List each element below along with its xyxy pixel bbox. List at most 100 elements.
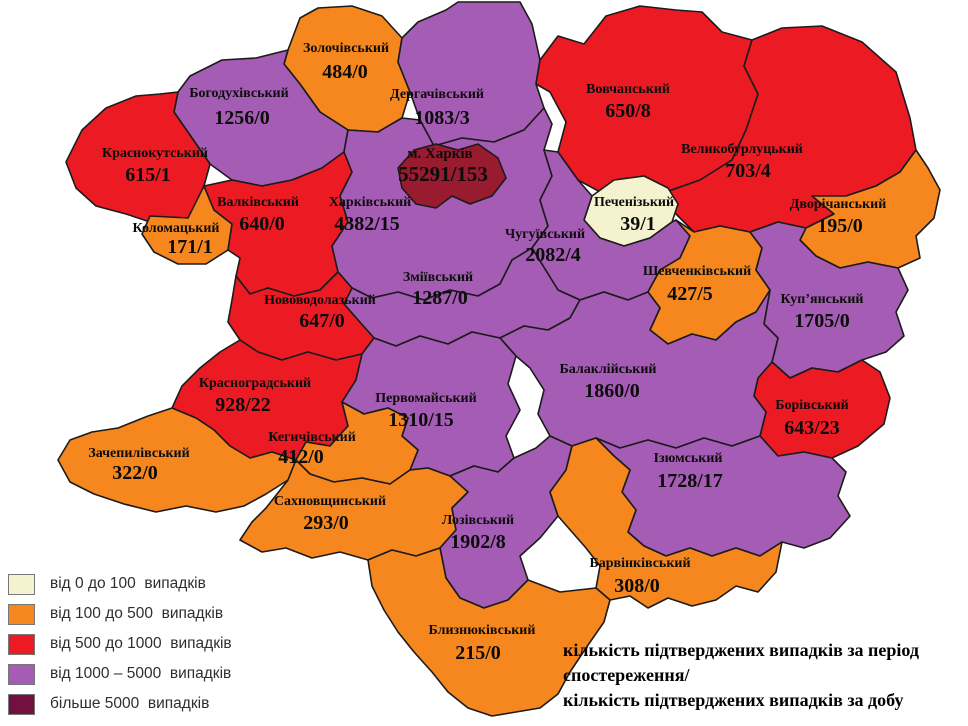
district-value: 427/5 bbox=[667, 283, 713, 305]
district-value: 195/0 bbox=[817, 215, 863, 237]
legend: від 0 до 100 випадків від 100 до 500 випа… bbox=[8, 573, 232, 715]
district-shape-balakliiskyi bbox=[499, 289, 779, 449]
district-value: 412/0 bbox=[278, 446, 324, 468]
district-name: Кегичівський bbox=[268, 430, 356, 445]
district-name: Борівський bbox=[775, 398, 848, 413]
district-value: 1705/0 bbox=[794, 310, 850, 332]
district-name: Красноградський bbox=[199, 376, 311, 391]
district-label-iziumskyi: Ізюмський 1728/17 bbox=[654, 451, 723, 492]
district-name: Ізюмський bbox=[654, 451, 723, 466]
legend-label: від 500 до 1000 випадків bbox=[50, 635, 232, 652]
legend-swatch-5000+ bbox=[8, 693, 35, 715]
district-label-valkivskyi: Валківський 640/0 bbox=[217, 195, 299, 235]
district-label-barvinkivskyi: Барвінківський 308/0 bbox=[589, 556, 690, 597]
district-name: Печенізький bbox=[594, 195, 674, 210]
legend-label: від 1000 – 5000 випадків bbox=[50, 665, 232, 682]
district-label-balakliiskyi: Балаклійський 1860/0 bbox=[560, 362, 657, 402]
district-label-zmiivskyi: Зміївський 1287/0 bbox=[403, 270, 473, 309]
district-label-bohodukhivskyi: Богодухівський 1256/0 bbox=[189, 86, 288, 129]
district-value: 647/0 bbox=[299, 310, 345, 332]
district-name: Дергачівський bbox=[390, 87, 484, 102]
district-value: 293/0 bbox=[303, 512, 349, 534]
district-name: Золочівський bbox=[303, 41, 389, 56]
district-label-zolochivskyi: Золочівський 484/0 bbox=[303, 41, 389, 83]
footer-line: кількість підтверджених випадків за добу bbox=[563, 690, 904, 710]
district-value: 650/8 bbox=[605, 100, 651, 122]
district-label-krasnokutskyi: Краснокутський 615/1 bbox=[102, 146, 208, 186]
district-label-lozivskyi: Лозівський 1902/8 bbox=[442, 513, 514, 553]
district-value: 2082/4 bbox=[525, 244, 581, 266]
district-name: Вовчанський bbox=[586, 82, 670, 97]
district-shape-lozivskyi bbox=[439, 435, 573, 609]
district-label-krasnohradskyi: Красноградський 928/22 bbox=[199, 376, 311, 416]
district-value: 1256/0 bbox=[214, 107, 270, 129]
legend-item-0-100: від 0 до 100 випадків bbox=[8, 573, 232, 595]
district-shape-krasnokutskyi bbox=[65, 91, 215, 225]
district-label-borivskyi: Борівський 643/23 bbox=[775, 398, 848, 439]
district-name: Первомайський bbox=[375, 391, 476, 406]
footer-line: кількість підтверджених випадків за пері… bbox=[563, 640, 920, 660]
district-value: 1310/15 bbox=[388, 409, 454, 431]
district-name: Краснокутський bbox=[102, 146, 208, 161]
district-label-shevchenkivskyi: Шевченківський 427/5 bbox=[643, 264, 751, 305]
district-name: Лозівський bbox=[442, 513, 514, 528]
district-label-pechenizkyi: Печенізький 39/1 bbox=[594, 195, 674, 235]
district-name: Близнюківський bbox=[429, 623, 536, 638]
district-value: 703/4 bbox=[725, 160, 771, 182]
district-value: 643/23 bbox=[784, 417, 840, 439]
district-label-kupianskyi: Куп’янський 1705/0 bbox=[781, 292, 864, 332]
district-name: Зміївський bbox=[403, 270, 473, 285]
district-value: 55291/153 bbox=[398, 162, 488, 186]
district-label-dvorichanskyi: Дворічанський 195/0 bbox=[790, 197, 887, 237]
district-name: Зачепилівський bbox=[88, 446, 189, 461]
legend-swatch-1000-5000 bbox=[8, 663, 35, 685]
district-label-blyzniukivskyi: Близнюківський 215/0 bbox=[429, 623, 536, 664]
district-shape-kharkiv_city bbox=[397, 143, 507, 209]
district-label-novovodolazkyi: Нововодолазький 647/0 bbox=[264, 293, 376, 332]
district-value: 1287/0 bbox=[412, 287, 468, 309]
district-name: Богодухівський bbox=[189, 86, 288, 101]
district-value: 4382/15 bbox=[334, 213, 400, 235]
district-label-kharkivskyi: Харківський 4382/15 bbox=[329, 195, 411, 235]
district-name: Коломацький bbox=[133, 221, 220, 236]
district-value: 928/22 bbox=[215, 394, 271, 416]
district-name: м. Харків bbox=[407, 146, 472, 162]
district-name: Барвінківський bbox=[589, 556, 690, 571]
district-value: 171/1 bbox=[167, 236, 213, 258]
legend-swatch-0-100 bbox=[8, 573, 35, 595]
district-value: 215/0 bbox=[455, 642, 501, 664]
district-value: 39/1 bbox=[620, 213, 656, 235]
district-name: Великобурлуцький bbox=[681, 142, 803, 157]
district-name: Куп’янський bbox=[781, 292, 864, 307]
district-value: 484/0 bbox=[322, 61, 368, 83]
district-value: 1083/3 bbox=[414, 107, 470, 129]
district-value: 1902/8 bbox=[450, 531, 506, 553]
district-name: Нововодолазький bbox=[264, 293, 376, 308]
district-name: Сахновщинський bbox=[274, 494, 386, 509]
legend-swatch-500-1000 bbox=[8, 633, 35, 655]
district-name: Харківський bbox=[329, 195, 411, 210]
district-label-velykoburlutskyi: Великобурлуцький 703/4 bbox=[681, 142, 803, 182]
district-label-derhachivskyi: Дергачівський 1083/3 bbox=[390, 87, 484, 129]
district-shape-zachepylivskyi bbox=[57, 407, 297, 513]
legend-label: від 0 до 100 випадків bbox=[50, 575, 206, 592]
legend-item-1000-5000: від 1000 – 5000 випадків bbox=[8, 663, 232, 685]
district-label-kehychivskyi: Кегичівський 412/0 bbox=[268, 430, 356, 468]
district-label-sakhnovshchynskyi: Сахновщинський 293/0 bbox=[274, 494, 386, 534]
district-label-pervomaiskyi: Первомайський 1310/15 bbox=[375, 391, 476, 431]
legend-swatch-100-500 bbox=[8, 603, 35, 625]
district-label-kharkiv_city: м. Харків 55291/153 bbox=[398, 146, 488, 186]
footer-note: кількість підтверджених випадків за пері… bbox=[563, 638, 963, 713]
footer-line: спостереження/ bbox=[563, 665, 690, 685]
district-name: Шевченківський bbox=[643, 264, 751, 279]
district-name: Балаклійський bbox=[560, 362, 657, 377]
district-label-kolomatskyi: Коломацький 171/1 bbox=[133, 221, 220, 258]
district-value: 1728/17 bbox=[657, 470, 723, 492]
legend-item-5000+: більше 5000 випадків bbox=[8, 693, 232, 715]
district-name: Валківський bbox=[217, 195, 299, 210]
district-shape-blyzniukivskyi bbox=[367, 547, 611, 717]
district-value: 615/1 bbox=[125, 164, 171, 186]
district-label-chuhuivskyi: Чугуївський 2082/4 bbox=[505, 227, 585, 266]
